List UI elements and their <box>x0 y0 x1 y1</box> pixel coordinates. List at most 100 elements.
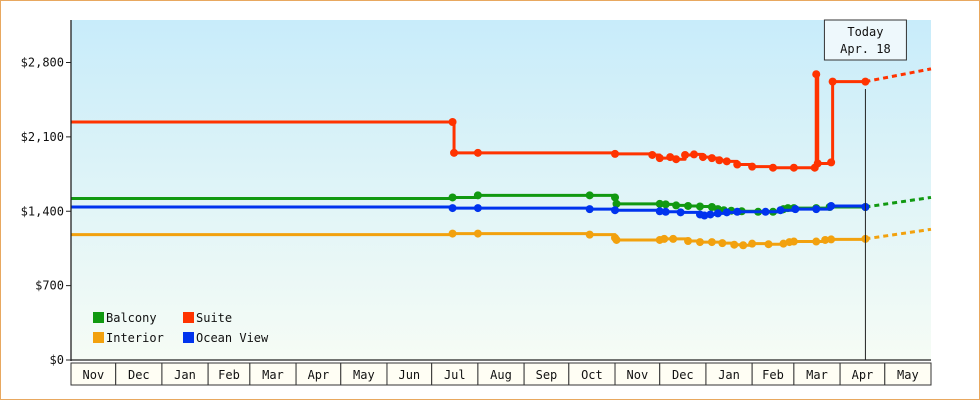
data-point <box>611 149 620 158</box>
y-tick-label: $0 <box>50 353 64 367</box>
data-point <box>655 207 664 216</box>
data-point <box>672 155 681 164</box>
y-tick-label: $2,100 <box>21 130 64 144</box>
data-point <box>812 237 821 246</box>
x-tick-label: Nov <box>83 368 105 382</box>
data-point <box>812 70 821 79</box>
data-point <box>707 154 716 163</box>
data-point <box>715 156 724 165</box>
data-point <box>585 191 594 200</box>
data-point <box>722 157 731 166</box>
data-point <box>695 202 704 211</box>
data-point <box>448 118 457 126</box>
data-point <box>473 191 482 200</box>
x-tick-label: Dec <box>672 368 694 382</box>
x-tick-label: Nov <box>627 368 649 382</box>
data-point <box>585 230 594 239</box>
data-point <box>684 201 693 210</box>
legend-label: Interior <box>106 331 164 345</box>
data-point <box>676 208 685 217</box>
series-suite <box>71 67 932 172</box>
data-point <box>861 77 870 86</box>
data-point <box>722 208 731 217</box>
x-tick-label: Jan <box>718 368 740 382</box>
data-point <box>761 207 770 216</box>
legend-swatch <box>183 312 194 323</box>
data-point <box>684 237 693 245</box>
today-box <box>823 19 907 61</box>
data-point <box>473 204 482 213</box>
data-point <box>448 193 457 202</box>
data-point <box>661 200 670 209</box>
data-point <box>813 159 822 168</box>
data-point <box>776 206 785 215</box>
data-point <box>655 199 664 208</box>
x-month-cell <box>884 362 932 386</box>
x-tick-label: Jun <box>398 368 420 382</box>
data-point <box>690 150 699 159</box>
data-point <box>739 241 748 250</box>
data-point <box>827 201 836 210</box>
x-tick-label: Sep <box>536 368 558 382</box>
data-point <box>448 204 457 213</box>
data-point <box>612 235 621 244</box>
legend-swatch <box>183 332 194 343</box>
y-tick-label: $2,800 <box>21 56 64 70</box>
data-point <box>695 238 704 247</box>
x-tick-label: Jul <box>444 368 466 382</box>
plot-area <box>71 20 931 360</box>
series-ocean-view <box>71 201 870 220</box>
legend-label: Suite <box>196 311 232 325</box>
data-point <box>733 160 742 169</box>
today-marker: Today Apr. 18 <box>823 19 907 360</box>
legend: Balcony Suite Interior Ocean View <box>93 311 269 345</box>
data-point <box>764 240 773 249</box>
series-layer <box>71 67 932 250</box>
x-tick-label: Apr <box>308 368 330 382</box>
data-point <box>713 209 722 218</box>
data-point <box>789 163 798 172</box>
y-tick-label: $700 <box>35 279 64 293</box>
data-point <box>812 205 821 214</box>
legend-swatch <box>93 312 104 323</box>
data-point <box>450 148 459 157</box>
today-date: Apr. 18 <box>840 42 891 56</box>
x-tick-label: Mar <box>262 368 284 382</box>
data-point <box>655 154 664 163</box>
forecast-line <box>865 67 932 84</box>
x-tick-label: Mar <box>806 368 828 382</box>
y-axis: $0 $700 $1,400 $2,100 $2,800 <box>21 20 72 367</box>
x-tick-label: Feb <box>218 368 240 382</box>
data-point <box>748 239 757 248</box>
data-point <box>473 229 482 238</box>
legend-label: Balcony <box>106 311 157 325</box>
data-point <box>669 234 678 243</box>
data-point <box>789 237 798 246</box>
data-point <box>706 210 715 219</box>
today-label: Today <box>847 25 883 39</box>
data-point <box>611 206 620 215</box>
data-point <box>698 153 707 162</box>
data-point <box>448 229 457 238</box>
data-point <box>473 148 482 157</box>
data-point <box>661 207 670 216</box>
data-point <box>791 205 800 214</box>
data-point <box>681 150 690 159</box>
data-point <box>827 158 836 167</box>
series-interior <box>71 227 932 250</box>
data-point <box>672 201 681 210</box>
data-point <box>828 77 837 86</box>
x-tick-label: Jan <box>174 368 196 382</box>
data-point <box>827 235 836 244</box>
data-point <box>648 150 657 159</box>
x-tick-label: May <box>353 368 375 382</box>
data-point <box>612 199 621 208</box>
data-point <box>733 207 742 216</box>
legend-label: Ocean View <box>196 331 269 345</box>
x-tick-label: Feb <box>762 368 784 382</box>
x-tick-label: Apr <box>852 368 874 382</box>
data-point <box>821 235 830 244</box>
data-point <box>700 211 709 220</box>
x-tick-label: May <box>897 368 919 382</box>
data-point <box>707 238 716 247</box>
